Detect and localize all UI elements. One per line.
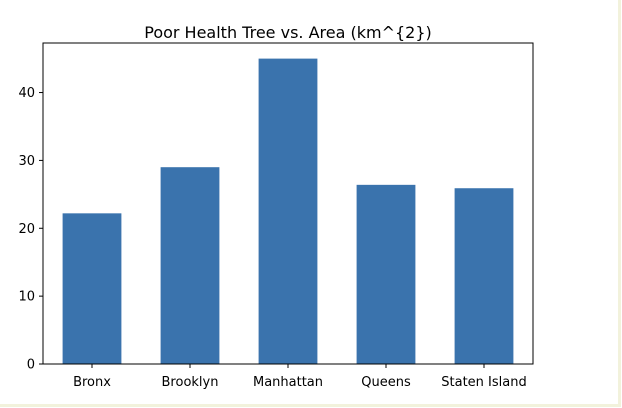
chart-title: Poor Health Tree vs. Area (km^{2}) (144, 23, 432, 42)
bar-manhattan (258, 58, 318, 364)
y-tick-label: 20 (18, 222, 35, 237)
x-axis: Bronx Brooklyn Manhattan Queens Staten Islan… (73, 364, 527, 390)
bar-queens (356, 184, 416, 364)
y-tick-label: 30 (18, 154, 35, 169)
bar-bronx (62, 213, 122, 364)
x-tick-label: Staten Island (441, 375, 526, 390)
y-tick-label: 10 (18, 290, 35, 305)
x-tick-label: Queens (361, 375, 411, 390)
y-tick-label: 0 (27, 358, 35, 373)
bar-staten-island (454, 188, 514, 364)
y-axis: 0 10 20 30 40 (18, 86, 43, 373)
x-tick-label: Bronx (73, 375, 111, 390)
plot-area-border (42, 42, 534, 365)
bar-brooklyn (160, 167, 220, 364)
x-tick-label: Brooklyn (162, 375, 219, 390)
bars-group (62, 58, 514, 364)
x-tick-label: Manhattan (253, 375, 323, 390)
y-tick-label: 40 (18, 86, 35, 101)
